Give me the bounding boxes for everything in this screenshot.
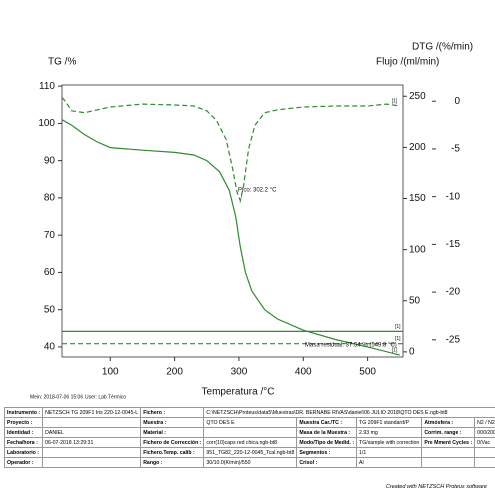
field-label: Identidad : [3,427,44,438]
field-label: Operador : [3,457,44,468]
annotation: Pico: 302.2 °C [238,188,277,194]
field-value: 000/2000 mg [474,427,495,438]
field-label: Fichero.Temp. calib : [140,447,205,458]
x-tick-label: 400 [295,367,312,378]
chart: TG /% Flujo /(ml/min) DTG /(%/min) Tempe… [30,42,473,401]
footer: Created with NETZSCH Proteus software [385,484,487,490]
field-value: QTO DES E [203,417,298,428]
field-value [474,457,495,468]
info-table: Instrumento : NETZSCH TG 209F1 Iris 220-1… [3,407,495,468]
field-label: Muestra Car./TC : [296,417,358,428]
table-row: Proyecto : Muestra : QTO DES E Muestra Car.… [3,417,495,428]
field-label: Material : [140,427,205,438]
field-value [42,447,142,458]
field-value: 1/1 [356,447,423,458]
y2-tick-label: 100 [409,244,426,255]
field-value: TG 209F1 standard/P [356,417,423,428]
note: User: Lab Térmico [85,394,126,400]
field-label: Laboratorio : [3,447,44,458]
y3-tick-label: -10 [446,191,461,202]
series-marker-label: [1] [392,347,398,353]
field-value: N2 / N2 [474,417,495,428]
field-value [474,447,495,458]
series-marker-label: [1] [392,98,398,104]
field-value: DANIEL [42,427,142,438]
field-label: Corrim. range : [421,427,476,438]
field-label: Fichero de Corrección : [140,437,205,448]
field-value [203,427,298,438]
field-label: Segmentos : [296,447,358,458]
y2-tick-label: 150 [409,193,426,204]
y3-tick-label: -15 [446,239,461,250]
annotation: Masa residual: 37.54 % (549.8 °C) [305,343,397,349]
field-label: Atmósfera : [421,417,476,428]
x-tick-label: 100 [102,367,119,378]
y-tick-label: 90 [44,155,56,166]
field-value: C:\NETZSCH\Proteus\data5\Muestras\DR. BE… [203,407,495,418]
y2-tick-label: 0 [409,347,415,358]
y2-axis-label: Flujo /(ml/min) [376,57,439,68]
field-label: Crisol : [296,457,358,468]
series-marker-label: [1] [395,336,401,342]
field-value: Al [356,457,423,468]
field-label: Instrumento : [3,407,44,418]
y-axis-label: TG /% [48,57,76,68]
y2-tick-label: 250 [409,91,426,102]
field-label: Proyecto : [3,417,44,428]
field-value [42,457,142,468]
y2-tick-label: 50 [409,295,421,306]
field-label: Modo/Tipo de Medid. : [296,437,358,448]
field-value: 30/10.0(K/min)/550 [203,457,298,468]
field-label: Masa de la Muestra : [296,427,358,438]
field-label: Pre Mment Cycles : [421,437,476,448]
y-tick-label: 50 [44,304,56,315]
field-value: 2.93 mg [356,427,423,438]
y3-tick-label: 0 [454,96,460,107]
field-label [421,447,476,458]
y-tick-label: 70 [44,230,56,241]
field-value [42,417,142,428]
field-label [421,457,476,468]
y-tick-label: 100 [38,118,55,129]
y3-tick-label: -20 [446,287,461,298]
y-tick-label: 110 [39,81,55,92]
field-label: Muestra : [140,417,205,428]
y3-tick-label: -25 [446,334,461,345]
field-value: NETZSCH TG 209F1 Iris 220-12-0045-L [42,407,142,418]
field-label: Fichero : [140,407,205,418]
field-value: 06-07-2018 13:29:31 [42,437,142,448]
field-value: TG/sample with correction [356,437,423,448]
annotation-leader [239,193,243,204]
table-row: Fecha/hora :06-07-2018 13:29:31 Fichero d… [3,437,495,448]
series-line [61,97,400,203]
table-row: Instrumento : NETZSCH TG 209F1 Iris 220-1… [3,407,495,418]
y-tick-label: 40 [44,342,56,353]
field-value: 951_TG82_220-12-0045_Tcal.ngb-bt8 [203,447,298,458]
y3-tick-label: -5 [451,144,460,155]
plot-frame [61,84,404,358]
y-tick-label: 60 [44,267,56,278]
x-axis-label: Temperatura /°C [202,387,275,398]
table-row: Laboratorio : Fichero.Temp. calib :951_TG… [3,447,495,458]
note: Mein: 2018-07-06 15:06 [30,394,83,400]
table-row: Identidad : DANIEL Material : Masa de la Mu… [3,427,495,438]
y3-axis-label: DTG /(%/min) [412,42,473,53]
field-label: Fecha/hora : [3,437,44,448]
series-marker-label: [1] [395,324,401,330]
series-line [61,119,400,356]
y-tick-label: 80 [44,193,56,204]
x-tick-label: 500 [359,367,376,378]
x-tick-label: 300 [231,367,248,378]
y2-tick-label: 200 [409,142,426,153]
table-row: Operador : Rango :30/10.0(K/min)/550 Criso… [3,457,495,468]
field-label: Rango : [140,457,205,468]
field-value: corr(10)caps red chica.ngb-bt8 [203,437,298,448]
x-tick-label: 200 [166,367,183,378]
field-value: 0/Vac [474,437,495,448]
